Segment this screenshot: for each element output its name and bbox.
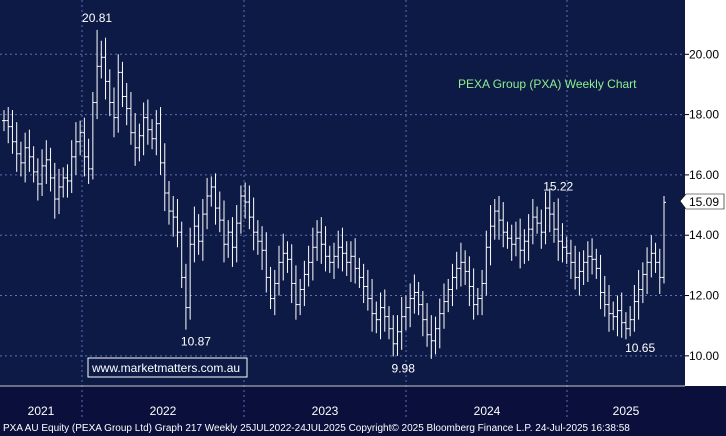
x-tick-label: 2023 (312, 404, 339, 418)
grid-lines (0, 0, 685, 420)
y-tick-label: 10.00 (689, 349, 719, 363)
y-tick-label: 12.00 (689, 289, 719, 303)
x-tick-label: 2021 (28, 404, 55, 418)
last-price-label: 15.09 (689, 195, 719, 209)
y-axis-panel (685, 0, 726, 386)
chart-footer: PXA AU Equity (PEXA Group Ltd) Graph 217… (3, 423, 630, 434)
last-price-pointer (679, 193, 725, 210)
annotation-label: 10.65 (625, 341, 655, 355)
watermark-box (87, 357, 248, 378)
x-tick-label: 2022 (150, 404, 177, 418)
annotation-label: 20.81 (82, 11, 112, 25)
x-tick-label: 2025 (613, 404, 640, 418)
y-tick-label: 20.00 (689, 47, 719, 61)
watermark[interactable]: www.marketmatters.com.au (91, 361, 240, 375)
annotation-label: 15.22 (543, 179, 573, 193)
annotation-label: 9.98 (392, 361, 416, 375)
y-axis-ticks: 10.00 12.00 14.00 16.00 18.00 20.00 (685, 47, 719, 363)
y-tick-label: 14.00 (689, 228, 719, 242)
x-tick-label: 2024 (474, 404, 501, 418)
price-bars (2, 29, 666, 359)
y-tick-label: 16.00 (689, 168, 719, 182)
last-price-marker: 15.09 (679, 193, 725, 210)
plot-area (0, 0, 685, 386)
x-axis-labels: 2021 2022 2023 2024 2025 (28, 404, 640, 418)
chart-title: PEXA Group (PXA) Weekly Chart (458, 77, 637, 91)
annotation-label: 10.87 (181, 335, 211, 349)
price-annotations: 20.81 10.87 9.98 15.22 10.65 (82, 11, 655, 376)
y-tick-label: 18.00 (689, 108, 719, 122)
